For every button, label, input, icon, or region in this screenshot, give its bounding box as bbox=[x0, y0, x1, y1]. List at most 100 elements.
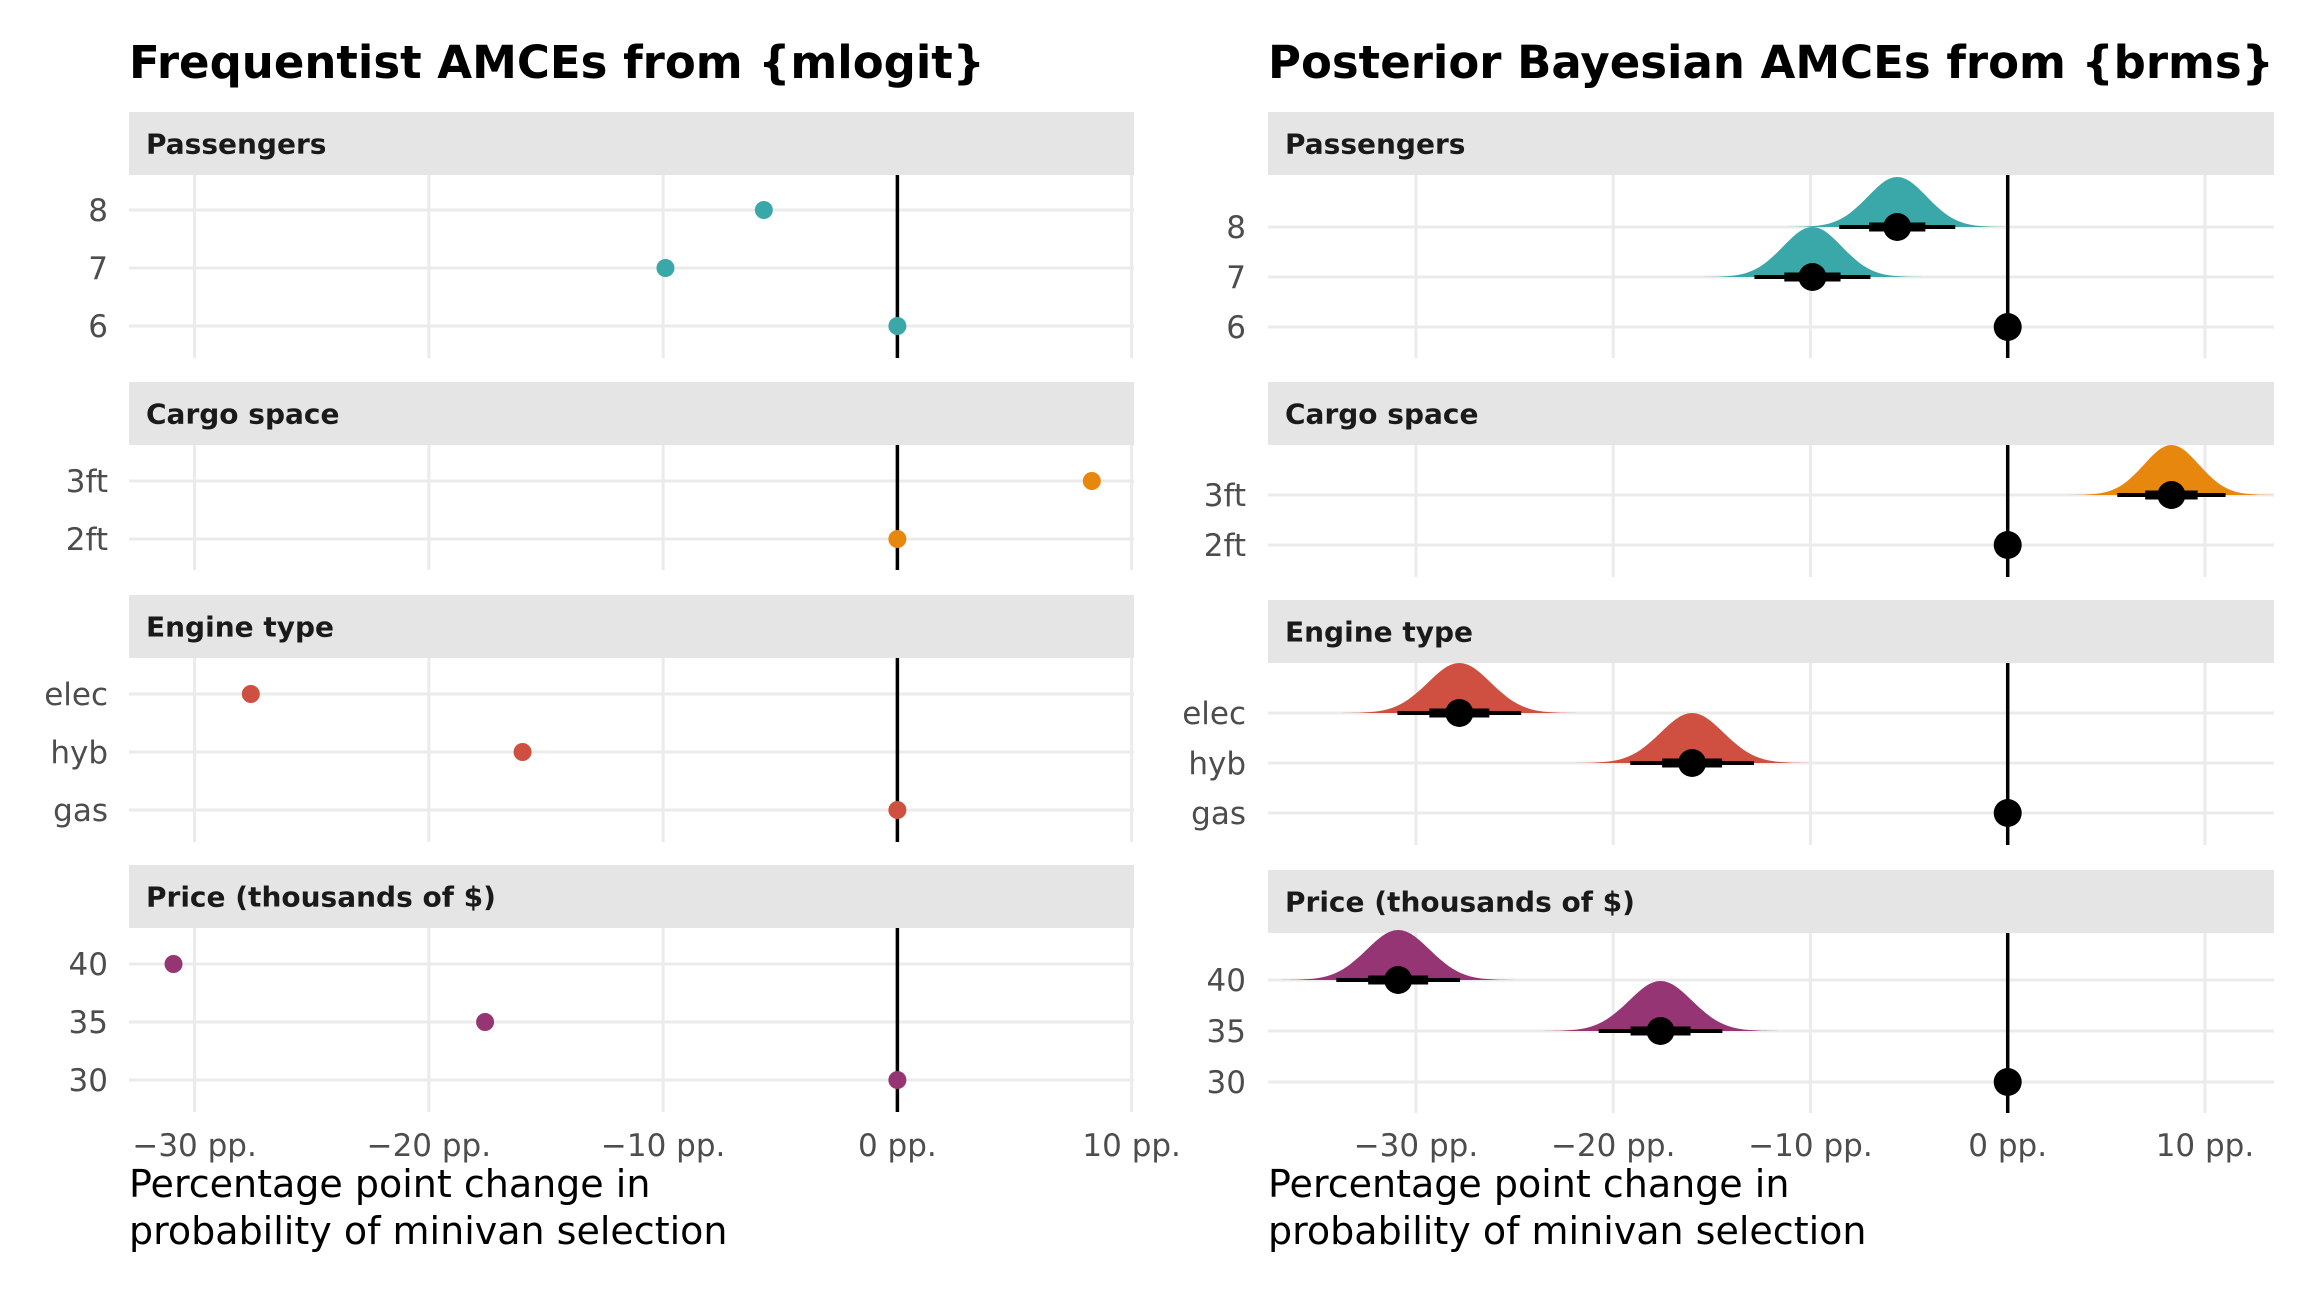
posterior-density bbox=[1694, 227, 1931, 277]
facet-marks bbox=[656, 201, 907, 335]
posterior-median-point bbox=[1993, 799, 2022, 827]
y-tick-label: hyb bbox=[50, 735, 108, 771]
posterior-median-point bbox=[1993, 313, 2022, 341]
facet-strip bbox=[129, 865, 1134, 928]
posterior-median-point bbox=[1646, 1017, 1675, 1045]
facet-marks bbox=[241, 685, 907, 819]
facet-marks bbox=[1333, 663, 2022, 827]
posterior-density bbox=[1778, 177, 2016, 227]
x-tick-label: −30 pp. bbox=[132, 1128, 256, 1164]
y-tick-label: gas bbox=[53, 793, 108, 829]
posterior-median-point bbox=[1678, 749, 1707, 777]
facet-label: Passengers bbox=[1285, 128, 1465, 161]
facet-strip bbox=[129, 595, 1134, 658]
facet-strip bbox=[1268, 112, 2274, 175]
chart-title: Posterior Bayesian AMCEs from {brms} bbox=[1268, 36, 2274, 89]
data-point bbox=[241, 685, 260, 703]
x-axis-label: probability of minivan selection bbox=[1268, 1209, 1866, 1253]
x-tick-label: −20 pp. bbox=[367, 1128, 491, 1164]
facet-label: Price (thousands of $) bbox=[1285, 886, 1635, 919]
y-tick-label: 8 bbox=[88, 193, 108, 229]
posterior-density bbox=[1565, 713, 1819, 763]
data-point bbox=[888, 317, 907, 335]
facet-label: Price (thousands of $) bbox=[146, 881, 496, 914]
facet-marks bbox=[1271, 930, 2022, 1096]
y-tick-label: 3ft bbox=[66, 464, 108, 500]
facet-marks bbox=[1694, 177, 2022, 341]
facet-label: Cargo space bbox=[146, 398, 339, 431]
facet-marks bbox=[888, 472, 1101, 548]
y-tick-label: 7 bbox=[88, 251, 108, 287]
y-tick-label: 6 bbox=[88, 309, 108, 345]
facet-panel: Price (thousands of $) 40 35 30 bbox=[69, 865, 1134, 1112]
facet-panel: Engine type elec hyb gas bbox=[1182, 600, 2274, 845]
facet-panel: Engine type elec hyb gas bbox=[44, 595, 1134, 842]
y-tick-label: elec bbox=[1182, 696, 1246, 732]
posterior-median-point bbox=[1445, 699, 1474, 727]
facet-panel: Passengers 8 7 6 bbox=[88, 112, 1134, 358]
y-tick-label: hyb bbox=[1188, 746, 1246, 782]
facet-label: Passengers bbox=[146, 128, 326, 161]
y-tick-label: elec bbox=[44, 677, 108, 713]
data-point bbox=[513, 743, 532, 761]
posterior-density bbox=[1333, 663, 1586, 713]
facet-marks bbox=[1993, 445, 2282, 559]
facet-panel: Cargo space 3ft 2ft bbox=[66, 382, 1134, 570]
x-tick-label: 0 pp. bbox=[858, 1128, 937, 1164]
facet-strip bbox=[129, 112, 1134, 175]
x-tick-label: 10 pp. bbox=[1082, 1128, 1181, 1164]
y-tick-label: 30 bbox=[69, 1063, 108, 1099]
posterior-median-point bbox=[1993, 531, 2022, 559]
bayesian-chart: Posterior Bayesian AMCEs from {brms} Pass… bbox=[1182, 36, 2282, 1253]
data-point bbox=[1082, 472, 1101, 490]
facet-strip bbox=[129, 382, 1134, 445]
posterior-median-point bbox=[1883, 213, 1912, 241]
posterior-density bbox=[1271, 930, 1525, 980]
y-tick-label: 35 bbox=[69, 1005, 108, 1041]
x-axis-label: Percentage point change in bbox=[129, 1162, 650, 1206]
facet-panel: Cargo space 3ft 2ft bbox=[1204, 382, 2282, 577]
y-tick-label: 3ft bbox=[1204, 478, 1246, 514]
y-tick-label: 40 bbox=[69, 947, 108, 983]
x-axis-label: Percentage point change in bbox=[1268, 1162, 1789, 1206]
x-tick-label: −30 pp. bbox=[1354, 1128, 1478, 1164]
data-point bbox=[476, 1013, 495, 1031]
y-tick-label: gas bbox=[1191, 796, 1246, 832]
x-axis-label: probability of minivan selection bbox=[129, 1209, 727, 1253]
y-tick-label: 2ft bbox=[1204, 528, 1246, 564]
facet-panel: Price (thousands of $) 40 35 30 bbox=[1207, 870, 2274, 1113]
data-point bbox=[888, 1071, 907, 1089]
facet-label: Engine type bbox=[146, 611, 334, 644]
posterior-median-point bbox=[1798, 263, 1827, 291]
y-tick-label: 6 bbox=[1226, 310, 1246, 346]
x-tick-label: −20 pp. bbox=[1551, 1128, 1675, 1164]
x-tick-label: −10 pp. bbox=[1748, 1128, 1872, 1164]
posterior-median-point bbox=[2157, 481, 2186, 509]
facet-strip bbox=[1268, 382, 2274, 445]
y-tick-label: 40 bbox=[1207, 963, 1246, 999]
data-point bbox=[656, 259, 675, 277]
facet-panel: Passengers 8 7 6 bbox=[1226, 112, 2274, 358]
posterior-density bbox=[1534, 981, 1787, 1031]
posterior-median-point bbox=[1384, 966, 1413, 994]
data-point bbox=[888, 530, 907, 548]
facet-marks bbox=[164, 955, 907, 1089]
y-tick-label: 35 bbox=[1207, 1014, 1246, 1050]
facet-strip bbox=[1268, 870, 2274, 933]
facet-label: Cargo space bbox=[1285, 398, 1478, 431]
y-tick-label: 8 bbox=[1226, 210, 1246, 246]
data-point bbox=[888, 801, 907, 819]
data-point bbox=[754, 201, 773, 219]
facet-label: Engine type bbox=[1285, 616, 1473, 649]
posterior-median-point bbox=[1993, 1068, 2022, 1096]
y-tick-label: 2ft bbox=[66, 522, 108, 558]
chart-title: Frequentist AMCEs from {mlogit} bbox=[129, 36, 985, 89]
y-tick-label: 30 bbox=[1207, 1065, 1246, 1101]
x-tick-label: 10 pp. bbox=[2156, 1128, 2255, 1164]
posterior-density bbox=[2061, 445, 2282, 495]
y-tick-label: 7 bbox=[1226, 260, 1246, 296]
data-point bbox=[164, 955, 183, 973]
x-tick-label: −10 pp. bbox=[601, 1128, 725, 1164]
frequentist-chart: Frequentist AMCEs from {mlogit} Passenger… bbox=[44, 36, 1181, 1253]
